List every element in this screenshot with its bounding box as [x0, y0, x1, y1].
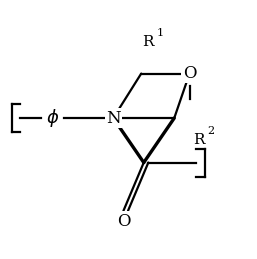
Text: R: R [142, 35, 153, 49]
Text: 1: 1 [157, 28, 164, 38]
Text: O: O [183, 65, 196, 82]
Text: O: O [117, 213, 130, 229]
Text: $\phi$: $\phi$ [45, 107, 59, 129]
Text: N: N [106, 110, 121, 127]
Text: R: R [193, 133, 204, 147]
Text: 2: 2 [208, 126, 215, 136]
